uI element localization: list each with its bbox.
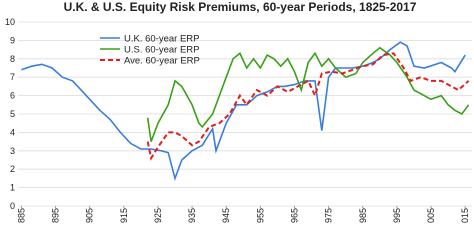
x-tick-label: 1975 xyxy=(324,208,334,223)
y-tick-label: 9 xyxy=(10,35,15,45)
y-tick-label: 7 xyxy=(10,72,15,82)
x-tick-label: 1945 xyxy=(221,208,231,223)
x-tick-label: 1905 xyxy=(85,208,95,223)
y-tick-label: 0 xyxy=(10,201,15,211)
x-tick-label: 1965 xyxy=(289,208,299,223)
x-tick-label: 1925 xyxy=(153,208,163,223)
legend-label: Ave. 60-year ERP xyxy=(124,56,200,67)
x-tick-label: 1915 xyxy=(119,208,129,223)
x-tick-label: 1985 xyxy=(358,208,368,223)
legend-label: U.S. 60-year ERP xyxy=(124,45,200,56)
legend-label: U.K. 60-year ERP xyxy=(124,34,200,45)
x-tick-label: 2005 xyxy=(426,208,436,223)
y-tick-label: 4 xyxy=(10,127,15,137)
x-tick-label: 1895 xyxy=(51,208,61,223)
y-tick-label: 1 xyxy=(10,183,15,193)
y-tick-label: 2 xyxy=(10,164,15,174)
chart-title: U.K. & U.S. Equity Risk Premiums, 60-yea… xyxy=(64,0,417,14)
x-tick-label: 1935 xyxy=(187,208,197,223)
y-tick-label: 3 xyxy=(10,146,15,156)
series-line xyxy=(146,52,470,161)
x-tick-label: 1955 xyxy=(255,208,265,223)
series-line xyxy=(21,41,466,182)
x-tick-label: 2015 xyxy=(460,208,470,223)
x-tick-label: 1885 xyxy=(16,208,26,223)
x-tick-label: 1995 xyxy=(392,208,402,223)
chart: U.K. & U.S. Equity Risk Premiums, 60-yea… xyxy=(5,0,472,223)
y-tick-label: 8 xyxy=(10,54,15,64)
y-tick-label: 10 xyxy=(5,17,15,27)
y-tick-label: 6 xyxy=(10,91,15,101)
y-tick-label: 5 xyxy=(10,109,15,119)
series-line xyxy=(146,46,470,142)
